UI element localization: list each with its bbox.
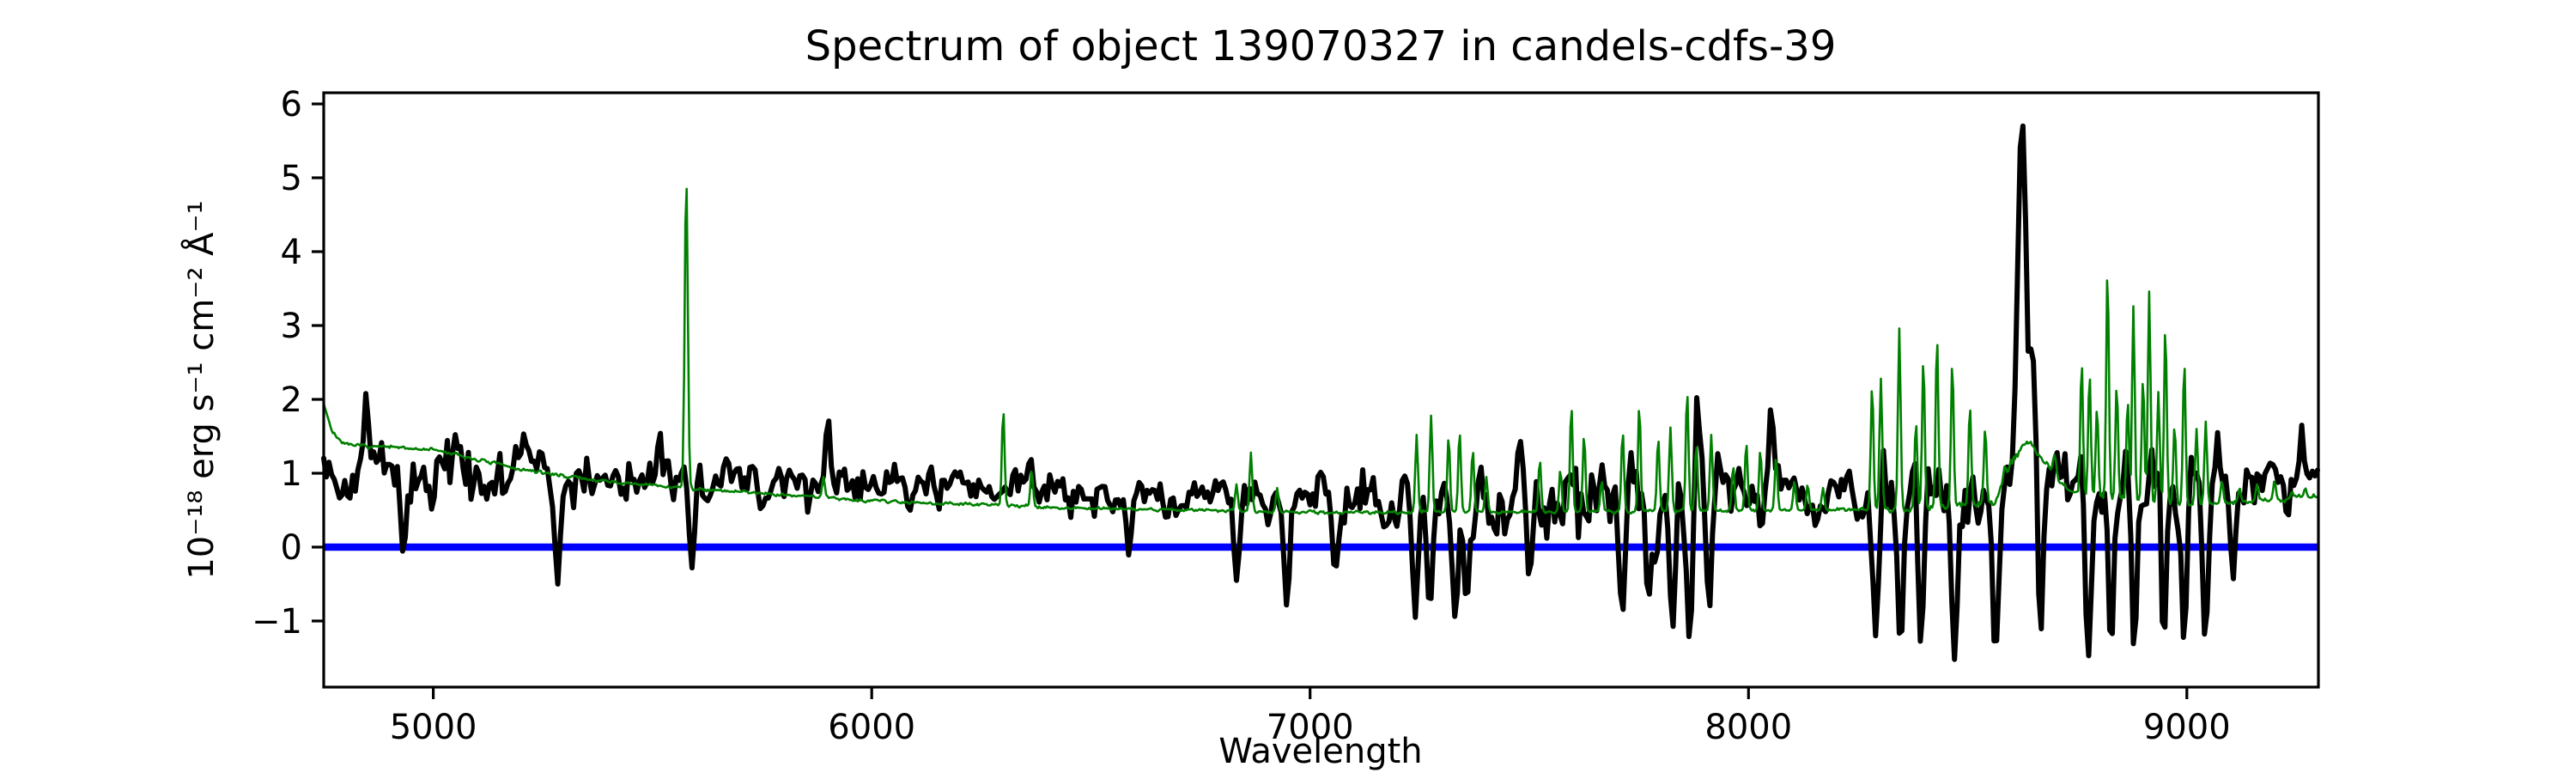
y-tick-label: 3: [281, 307, 302, 346]
y-tick-label: 1: [281, 454, 302, 494]
data-series-layer: [321, 123, 2320, 662]
ticks-layer: 5000 6000 7000 8000 9000 −1 0 1 2 3 4 5 6: [252, 85, 2231, 747]
x-axis-label: Wavelength: [1218, 732, 1422, 771]
x-tick-label: 5000: [390, 708, 477, 747]
y-tick-label: 0: [281, 528, 302, 568]
y-tick-label: 5: [281, 159, 302, 198]
y-tick-label: 2: [281, 380, 302, 420]
y-tick-label: −1: [252, 602, 302, 642]
x-tick-label: 8000: [1704, 708, 1792, 747]
plot-title: Spectrum of object 139070327 in candels-…: [805, 22, 1837, 70]
y-tick-label: 6: [281, 85, 302, 125]
object-flux-trace: [321, 123, 2320, 662]
noise-sky-spectrum-trace: [322, 187, 2319, 515]
x-tick-label: 7000: [1267, 708, 1354, 747]
y-axis-label: 10⁻¹⁸ erg s⁻¹ cm⁻² Å⁻¹: [180, 200, 222, 579]
axes-spines: [322, 91, 2320, 689]
x-tick-label: 6000: [828, 708, 915, 747]
x-tick-label: 9000: [2143, 708, 2231, 747]
y-tick-label: 4: [281, 233, 302, 272]
plot-area: [324, 93, 2318, 687]
